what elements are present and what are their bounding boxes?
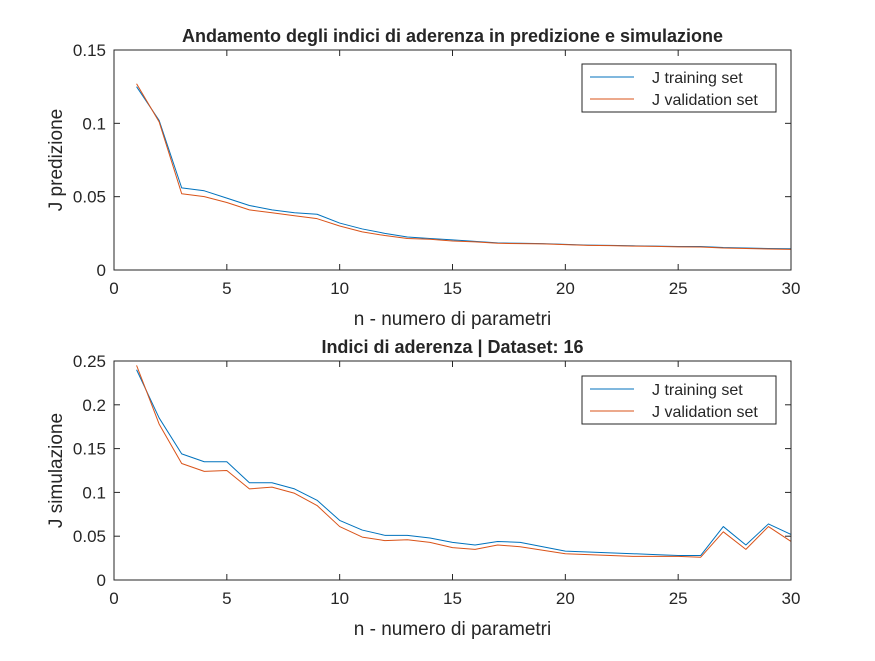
series-line-training <box>136 369 792 556</box>
series-line-validation <box>136 365 792 558</box>
y-tick-label: 0.15 <box>73 440 106 459</box>
y-tick-label: 0 <box>97 571 106 590</box>
x-tick-label: 20 <box>556 589 575 608</box>
x-tick-label: 30 <box>782 589 801 608</box>
x-tick-label: 25 <box>669 589 688 608</box>
y-tick-label: 0.05 <box>73 188 106 207</box>
legend-label: J training set <box>652 70 743 87</box>
plot-panel-1: 0 5 10 15 20 25 30 0 0.05 0.1 0.15 Andamento degli … <box>46 26 800 330</box>
legend: J training set J validation set <box>581 375 777 425</box>
plot-panel-2: 0 5 10 15 20 25 30 0 0.05 0.1 0.15 0.2 0.25 Indici di… <box>46 337 800 640</box>
y-axis-label: J predizione <box>46 109 67 211</box>
chart-title: Indici di aderenza | Dataset: 16 <box>321 337 583 357</box>
x-axis-label: n - numero di parametri <box>354 309 551 330</box>
y-tick-label: 0.05 <box>73 527 106 546</box>
y-tick-label: 0.2 <box>82 396 106 415</box>
x-tick-label: 10 <box>330 589 349 608</box>
legend-box <box>581 375 777 425</box>
x-axis-label: n - numero di parametri <box>354 619 551 640</box>
y-tick-label: 0.25 <box>73 352 106 371</box>
x-tick-label: 15 <box>443 589 462 608</box>
legend-label: J validation set <box>652 404 758 421</box>
x-tick-label: 15 <box>443 279 462 298</box>
series-line-validation <box>136 83 792 250</box>
x-tick-label: 25 <box>669 279 688 298</box>
legend-box <box>581 63 777 113</box>
x-tick-label: 10 <box>330 279 349 298</box>
y-tick-label: 0.1 <box>82 483 106 502</box>
x-tick-label: 5 <box>222 279 231 298</box>
y-tick-label: 0 <box>97 261 106 280</box>
x-tick-label: 30 <box>782 279 801 298</box>
y-axis-label: J simulazione <box>46 413 67 528</box>
legend-label: J validation set <box>652 92 758 109</box>
x-tick-label: 0 <box>109 279 118 298</box>
legend-label: J training set <box>652 382 743 399</box>
x-tick-label: 5 <box>222 589 231 608</box>
y-tick-label: 0.15 <box>73 41 106 60</box>
chart-title: Andamento degli indici di aderenza in pr… <box>182 26 723 46</box>
legend: J training set J validation set <box>581 63 777 113</box>
x-tick-label: 20 <box>556 279 575 298</box>
x-tick-label: 0 <box>109 589 118 608</box>
y-tick-label: 0.1 <box>82 114 106 133</box>
